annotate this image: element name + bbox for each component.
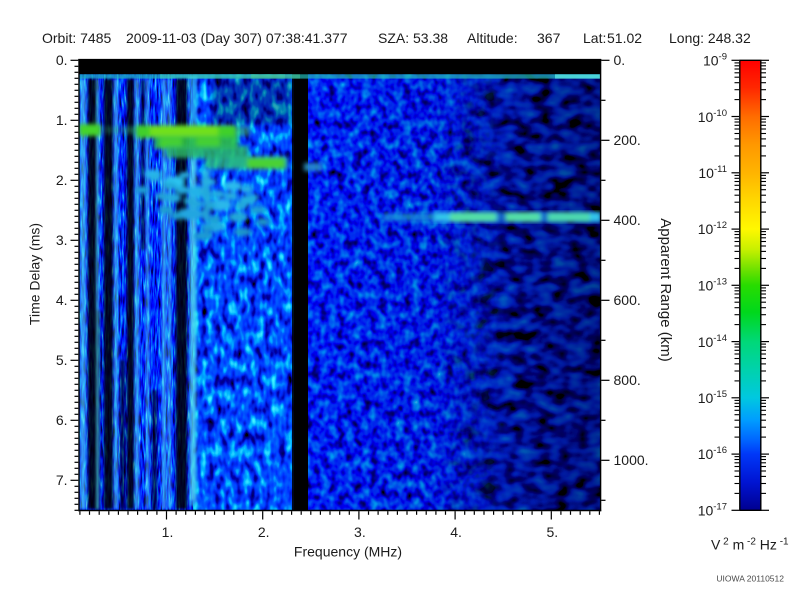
svg-text:800.: 800. (614, 372, 641, 388)
svg-text:V 2 m -2 Hz -1: V 2 m -2 Hz -1 (711, 537, 789, 553)
svg-text:3.: 3. (56, 232, 68, 248)
svg-text:10-15: 10-15 (698, 389, 727, 406)
svg-text:2.: 2. (56, 172, 68, 188)
svg-text:4.: 4. (56, 292, 68, 308)
svg-text:1.: 1. (162, 524, 174, 540)
svg-text:10-13: 10-13 (698, 277, 727, 294)
svg-text:10-9: 10-9 (703, 52, 727, 69)
svg-text:10-10: 10-10 (698, 108, 727, 125)
svg-text:Frequency (MHz): Frequency (MHz) (294, 543, 402, 559)
svg-text:3.: 3. (354, 524, 366, 540)
svg-text:1000.: 1000. (614, 452, 649, 468)
svg-text:10-11: 10-11 (698, 164, 727, 181)
svg-text:7.: 7. (56, 472, 68, 488)
svg-text:10-12: 10-12 (698, 220, 727, 237)
svg-text:0.: 0. (614, 52, 626, 68)
svg-text:600.: 600. (614, 292, 641, 308)
svg-text:UIOWA 20110512: UIOWA 20110512 (716, 574, 784, 584)
svg-text:Time Delay (ms): Time Delay (ms) (27, 223, 43, 325)
svg-text:5.: 5. (546, 524, 558, 540)
svg-text:200.: 200. (614, 132, 641, 148)
svg-text:10-14: 10-14 (698, 333, 727, 350)
svg-text:10-17: 10-17 (698, 502, 727, 519)
svg-text:10-16: 10-16 (698, 445, 727, 462)
svg-text:6.: 6. (56, 412, 68, 428)
svg-text:5.: 5. (56, 352, 68, 368)
svg-text:4.: 4. (450, 524, 462, 540)
svg-text:1.: 1. (56, 112, 68, 128)
svg-text:Apparent Range (km): Apparent Range (km) (657, 218, 674, 361)
svg-text:2.: 2. (258, 524, 270, 540)
svg-text:400.: 400. (614, 212, 641, 228)
svg-text:0.: 0. (56, 52, 68, 68)
